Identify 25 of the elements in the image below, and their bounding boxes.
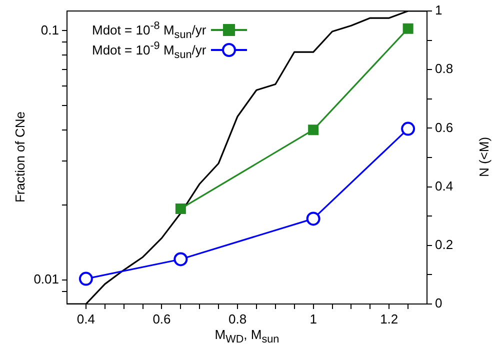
point (175, 203, 186, 214)
y2-tick-label: 0.2 (435, 236, 454, 252)
x-tick-label: 1.2 (380, 311, 398, 326)
y2-tick-label: 0 (435, 296, 442, 311)
legend-label: Mdot = 10$^{-9}$ M$_{sun}$/yr (92, 40, 206, 60)
y2-tick-label: 0.8 (435, 61, 454, 76)
y2-tick-label: 1 (435, 2, 442, 18)
x-tick-label: 0.6 (152, 311, 171, 326)
x-tick-label: 0.8 (228, 311, 247, 326)
x-tick-label: 1 (310, 311, 317, 326)
x-axis-title: M$_{WD}$, M$_{sun}$ (214, 327, 280, 346)
y-tick-label: 0.1 (40, 22, 59, 38)
point (401, 122, 416, 136)
point (174, 252, 188, 266)
y2-tick-label: 0.6 (435, 120, 454, 135)
point (402, 23, 414, 34)
y-axis-title: Fraction of CNe (12, 111, 28, 203)
point (308, 124, 319, 136)
legend-label: Mdot = 10$^{-8}$ M$_{sun}$/yr (92, 20, 206, 40)
x-tick-label: 0.4 (76, 311, 95, 326)
point (306, 212, 320, 226)
y2-tick-label: 0.4 (435, 178, 454, 194)
y-tick-label: 0.01 (34, 271, 59, 286)
point (78, 272, 93, 286)
y2-axis-title: N (<M) (476, 136, 492, 178)
